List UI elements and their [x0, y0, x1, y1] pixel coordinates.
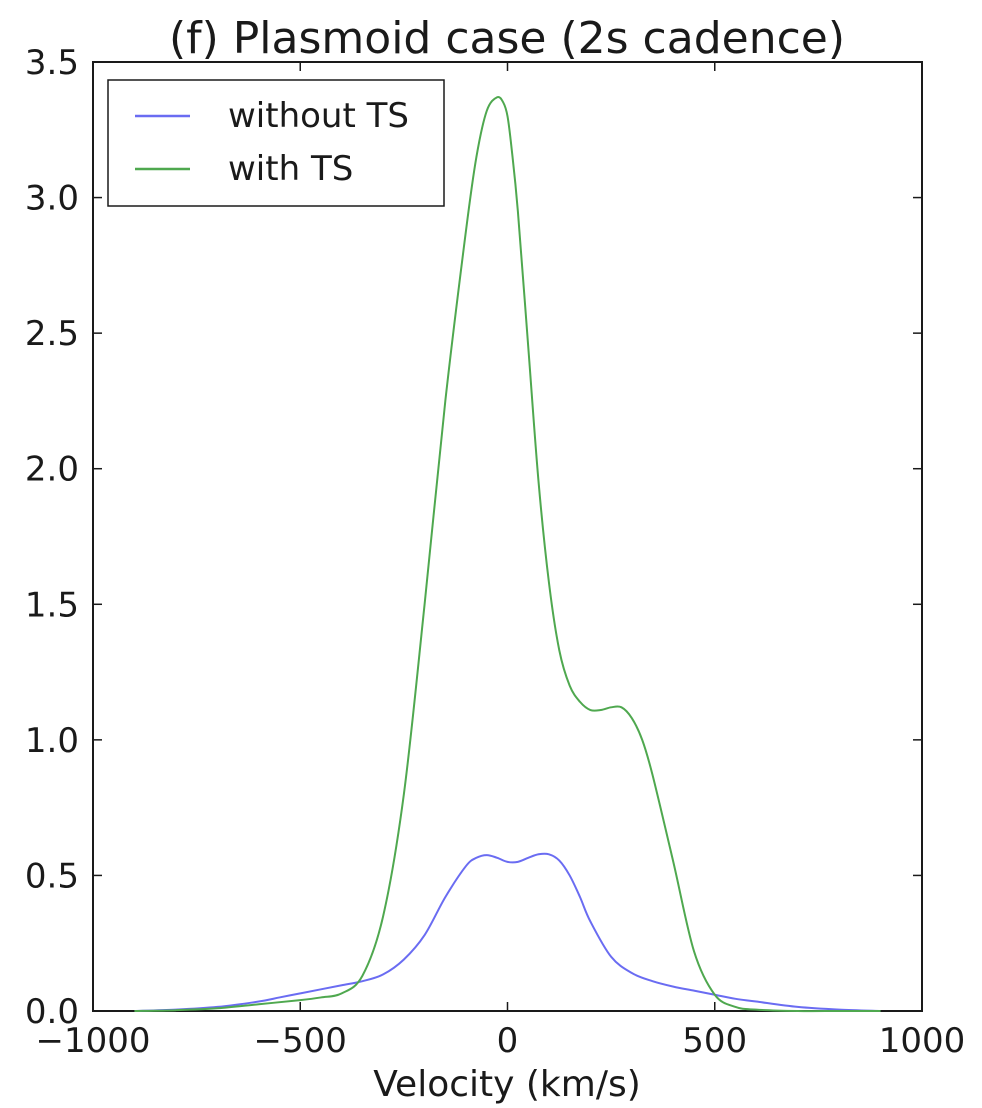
legend-box — [107, 79, 445, 207]
y-tick-label: 2.5 — [25, 314, 79, 354]
y-tick-label: 1.5 — [25, 585, 79, 625]
y-tick-label: 0.5 — [25, 856, 79, 896]
y-tick-label: 1.0 — [25, 721, 79, 761]
chart-title: (f) Plasmoid case (2s cadence) — [169, 13, 845, 64]
axis-ticks: −1000 −500 0 500 1000 0.0 0.5 1.0 1.5 2.0 2.5 3.0 3.… — [25, 43, 965, 1061]
x-tick-label: −500 — [254, 1021, 347, 1061]
x-axis-title: Velocity (km/s) — [373, 1064, 641, 1105]
x-tick-label: 1000 — [879, 1021, 966, 1061]
y-tick-label: 3.0 — [25, 179, 79, 219]
series-line-with-ts — [134, 95, 881, 1013]
legend-label-with-ts: with TS — [228, 149, 353, 189]
legend-label-without-ts: without TS — [228, 96, 409, 136]
x-tick-label: 0 — [497, 1021, 519, 1061]
legend: without TS with TS — [107, 79, 445, 207]
y-tick-label: 0.0 — [25, 992, 79, 1032]
x-tick-label: −1000 — [35, 1021, 150, 1061]
x-tick-label: 500 — [682, 1021, 747, 1061]
series-line-without-ts — [134, 852, 881, 1012]
y-tick-label: 2.0 — [25, 450, 79, 490]
series-lines — [134, 95, 881, 1013]
y-tick-label: 3.5 — [25, 43, 79, 83]
